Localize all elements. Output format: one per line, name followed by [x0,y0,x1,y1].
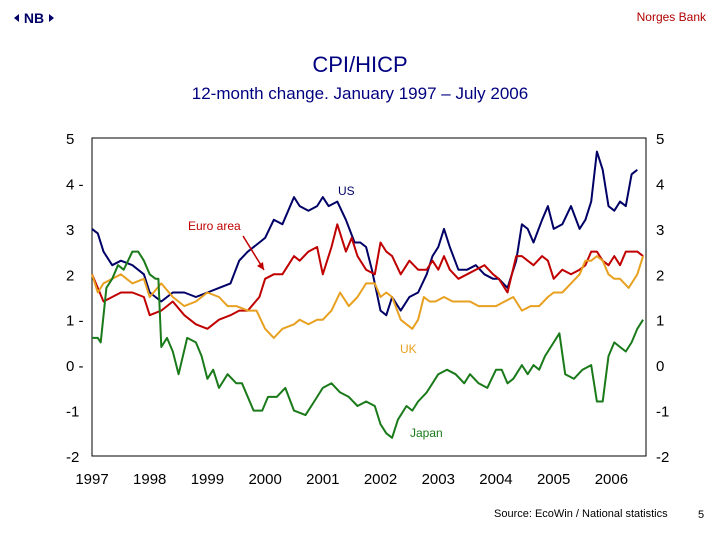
x-tick-label: 2000 [248,471,281,488]
x-tick-label: 1998 [133,471,166,488]
annotation-us: US [338,184,355,198]
norges-bank-logo: NB [14,10,54,26]
y-tick-label-left: 3 [66,222,74,239]
y-tick-label-right: -1 [656,404,669,421]
chart-title: CPI/HICP [312,52,408,77]
annotation-euro-area: Euro area [188,219,241,233]
series-line-uk [91,255,645,339]
x-tick-label: 1997 [75,471,108,488]
y-tick-label-right: 1 [656,313,664,330]
annotation-japan: Japan [410,426,443,440]
x-tick-label: 2001 [306,471,339,488]
y-tick-label-right: 4 [656,176,664,193]
y-tick-label-left: -1 [66,404,79,421]
plot-frame [91,137,647,457]
y-tick-label-right: 0 [656,358,664,375]
chart-subtitle: 12-month change. January 1997 – July 200… [191,84,529,103]
x-tick-label: 2002 [364,471,397,488]
x-tick-label: 2004 [479,471,512,488]
y-tick-label-right: -2 [656,449,669,466]
euro-area-arrow-head [257,262,264,270]
series-line-euro-area [91,223,644,330]
series-line-us [91,150,638,317]
annotation-uk: UK [400,342,417,356]
logo-right-ornament [49,14,54,22]
logo-left-ornament [14,14,19,22]
page-number: 5 [698,509,705,521]
y-tick-label-left: 2 [66,267,74,284]
x-tick-label: 2003 [422,471,455,488]
x-tick-label: 2006 [595,471,628,488]
brand-name: Norges Bank [636,10,706,24]
y-tick-label-left: 0 - [66,358,84,375]
y-tick-label-left: -2 [66,449,79,466]
y-tick-label-right: 5 [656,131,664,148]
y-tick-label-right: 2 [656,267,664,284]
x-tick-label: 1999 [191,471,224,488]
x-tick-label: 2005 [537,471,570,488]
series-line-japan [92,250,644,439]
source-note: Source: EcoWin / National statistics [494,508,668,520]
logo-text: NB [24,10,44,26]
y-tick-label-right: 3 [656,222,664,239]
y-tick-label-left: 5 [66,131,74,148]
y-tick-label-left: 4 - [66,176,84,193]
y-tick-label-left: 1 - [66,313,84,330]
